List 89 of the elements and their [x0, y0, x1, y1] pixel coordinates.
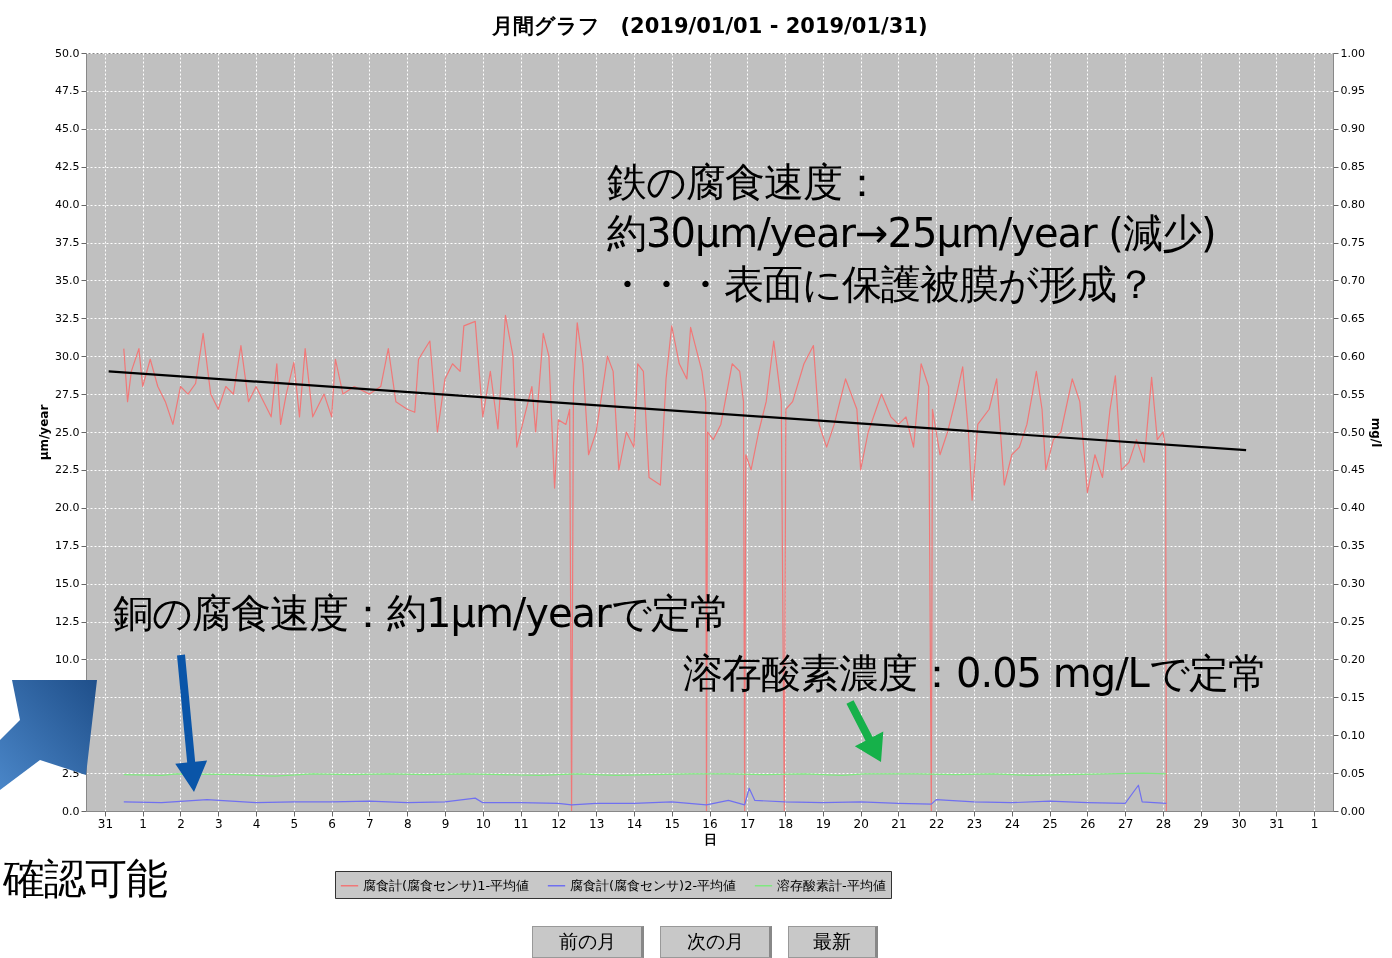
y-tick-label: 50.0	[55, 46, 80, 60]
y2-tick-label: 0.65	[1340, 311, 1365, 325]
annotation: 溶存酸素濃度：0.05 mg/Lで定常	[683, 649, 1267, 698]
x-tick-label: 22	[929, 816, 945, 831]
x-tick-label: 13	[589, 816, 605, 831]
y-tick-label: 32.5	[55, 311, 80, 325]
x-tick-label: 23	[966, 816, 983, 831]
x-tick-label: 3	[214, 816, 223, 831]
y-tick-label: 30.0	[55, 349, 80, 363]
x-tick-label: 4	[252, 816, 261, 831]
x-tick-label: 12	[551, 816, 567, 831]
x-tick-label: 17	[740, 816, 756, 831]
y2-tick-label: 0.45	[1340, 463, 1365, 477]
y2-tick-label: 1.00	[1340, 46, 1365, 60]
y2-tick-label: 0.15	[1340, 690, 1365, 704]
y2-tick-label: 0.10	[1340, 728, 1365, 742]
y-tick-label: 45.0	[55, 122, 80, 136]
legend-label: 腐食計(腐食センサ)1-平均値	[363, 877, 530, 893]
y2-tick-label: 0.25	[1340, 615, 1365, 628]
x-tick-label: 25	[1042, 816, 1058, 831]
x-tick-label: 24	[1004, 816, 1020, 831]
y-tick-label: 12.5	[55, 615, 80, 628]
y2-tick-label: 0.60	[1340, 349, 1365, 363]
x-tick-label: 31	[1269, 816, 1285, 831]
x-tick-label: 26	[1080, 816, 1096, 831]
y-tick-label: 10.0	[55, 652, 80, 666]
x-tick-label: 11	[513, 816, 529, 831]
y-tick-label: 0.0	[62, 804, 80, 818]
x-tick-label: 20	[853, 816, 869, 831]
y2-tick-label: 0.90	[1340, 122, 1365, 136]
x-tick-label: 7	[366, 816, 374, 831]
chart-title: 月間グラフ (2019/01/01 - 2019/01/31)	[490, 14, 928, 38]
x-tick-label: 18	[777, 816, 794, 831]
y2-tick-label: 0.00	[1340, 804, 1365, 818]
y2-tick-label: 0.40	[1340, 501, 1365, 515]
x-tick-label: 1	[1310, 816, 1319, 831]
x-tick-label: 1	[139, 816, 147, 831]
y-tick-label: 17.5	[55, 539, 80, 553]
y2-tick-label: 0.70	[1340, 273, 1365, 287]
x-tick-label: 27	[1118, 816, 1134, 831]
text: 最新	[788, 926, 878, 958]
y-tick-label: 47.5	[55, 84, 80, 98]
x-tick-label: 10	[475, 816, 491, 831]
y2-tick-label: 0.80	[1340, 198, 1365, 212]
x-tick-label: 15	[664, 816, 680, 831]
y2-axis-title: mg/l	[1368, 417, 1383, 448]
annotation: ・・・表面に保護被膜が形成？	[607, 260, 1155, 309]
y2-tick-label: 0.05	[1340, 766, 1365, 780]
x-tick-label: 9	[441, 816, 450, 831]
x-tick-label: 14	[626, 816, 643, 831]
x-tick-label: 19	[815, 816, 831, 831]
x-tick-label: 6	[328, 816, 336, 831]
legend-label: 溶存酸素計-平均値	[777, 877, 886, 893]
y2-tick-label: 0.30	[1340, 577, 1365, 591]
text: 確認可能	[3, 853, 167, 904]
text: 前の月	[532, 926, 644, 958]
annotation: 約30µm/year→25µm/year (減少)	[607, 209, 1216, 258]
x-tick-label: 2	[177, 816, 185, 831]
legend-label: 腐食計(腐食センサ)2-平均値	[570, 877, 737, 893]
y2-tick-label: 0.50	[1340, 425, 1365, 439]
line-series	[123, 784, 1167, 806]
y2-tick-label: 0.20	[1340, 652, 1365, 666]
y-tick-label: 42.5	[55, 160, 80, 174]
x-tick-label: 8	[403, 816, 412, 831]
x-tick-label: 30	[1231, 816, 1247, 831]
y-tick-label: 40.0	[55, 198, 80, 212]
y-tick-label: 15.0	[55, 577, 80, 591]
y-tick-label: 27.5	[55, 387, 80, 401]
y-tick-label: 35.0	[55, 273, 80, 287]
y-tick-label: 37.5	[55, 236, 80, 249]
y2-tick-label: 0.85	[1340, 160, 1365, 174]
y-tick-label: 22.5	[55, 463, 80, 477]
x-axis-title: 日	[703, 831, 717, 847]
x-tick-label: 5	[290, 816, 299, 831]
y-tick-label: 20.0	[55, 501, 80, 515]
y2-tick-label: 0.35	[1340, 539, 1365, 553]
annotation: 鉄の腐食速度：	[607, 158, 881, 207]
y2-tick-label: 0.55	[1340, 387, 1365, 401]
x-tick-label: 16	[702, 816, 718, 831]
x-tick-label: 21	[891, 816, 907, 831]
y-tick-label: 25.0	[55, 425, 80, 439]
text: 次の月	[660, 926, 772, 958]
x-tick-label: 29	[1193, 816, 1209, 831]
y-axis-title: µm/year	[37, 404, 52, 461]
x-tick-label: 28	[1155, 816, 1172, 831]
annotation: 銅の腐食速度：約1µm/yearで定常	[113, 589, 729, 638]
x-tick-label: 31	[97, 816, 114, 831]
y2-tick-label: 0.95	[1340, 84, 1365, 98]
y2-tick-label: 0.75	[1340, 236, 1365, 249]
